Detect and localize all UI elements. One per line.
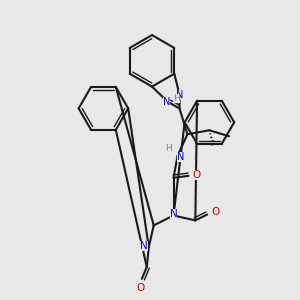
- Text: N: N: [163, 97, 170, 106]
- Text: H: H: [173, 94, 180, 103]
- Text: N: N: [176, 90, 183, 100]
- Text: N: N: [177, 152, 184, 162]
- Text: O: O: [211, 208, 219, 218]
- Text: N: N: [170, 209, 177, 220]
- Text: H: H: [165, 144, 172, 153]
- Text: N: N: [140, 241, 148, 251]
- Text: O: O: [192, 170, 200, 180]
- Text: O: O: [137, 283, 145, 293]
